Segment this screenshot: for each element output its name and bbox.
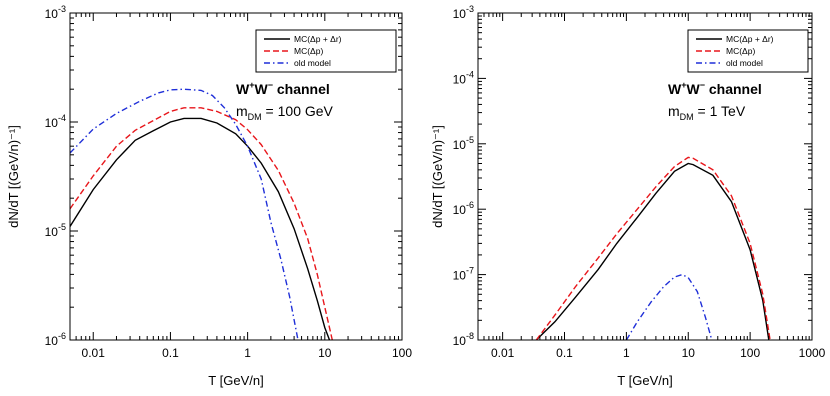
x-axis: 0.01 0.1 1 10 100 1000 [477,13,826,360]
legend-label: old model [294,58,331,68]
legend-label: old model [726,58,763,68]
y-tick-label: 10-3 [45,4,66,21]
left-chart-panel: 0.01 0.1 1 10 100 10-6 10-5 10-4 10-3 T [GeV/n] dN… [6,4,412,388]
legend-label: MC(Δp) [726,46,755,56]
x-tick-label: 0.01 [82,346,106,360]
x-tick-label: 10 [682,346,696,360]
series-line-solid [535,162,770,340]
y-tick-label: 10-5 [45,222,66,239]
legend-box [255,29,397,73]
x-axis-title: T [GeV/n] [617,373,672,388]
y-axis: 10-8 10-7 10-6 10-5 10-4 10-3 [453,4,812,348]
x-tick-label: 1 [623,346,630,360]
channel-annotation: W+W− channel [668,80,762,97]
legend-label: MC(Δp + Δr) [294,34,342,44]
legend: MC(Δp + Δr) MC(Δp) old model [687,29,809,73]
series-line-dashed [70,107,333,340]
series-line-dashdot [625,273,713,340]
y-tick-label: 10-4 [453,69,474,86]
series-group [70,88,333,340]
y-tick-label: 10-6 [453,200,474,217]
series-line-solid [70,117,331,340]
x-tick-label: 10 [318,346,332,360]
mass-annotation: mDM = 1 TeV [668,103,746,122]
x-tick-label: 1 [244,346,251,360]
channel-annotation: W+W− channel [236,80,330,97]
y-tick-label: 10-4 [45,113,66,130]
legend: MC(Δp + Δr) MC(Δp) old model [255,29,397,73]
y-axis-title: dN/dT [(GeV/n)⁻¹] [430,125,445,228]
x-tick-label: 0.1 [556,346,573,360]
x-tick-label: 0.1 [162,346,179,360]
series-line-dashdot [70,88,299,340]
series-group [535,156,771,340]
y-axis-title: dN/dT [(GeV/n)⁻¹] [6,125,21,228]
x-tick-label: 1000 [799,346,826,360]
series-line-dashed [535,156,771,340]
y-axis: 10-6 10-5 10-4 10-3 [45,4,402,348]
x-axis-title: T [GeV/n] [208,373,263,388]
x-tick-label: 100 [740,346,760,360]
x-tick-label: 0.01 [491,346,515,360]
y-tick-label: 10-5 [453,135,474,152]
y-tick-label: 10-8 [453,331,474,348]
x-tick-label: 100 [392,346,412,360]
right-chart-panel: 0.01 0.1 1 10 100 100010-810-710-610-510-410-… [430,4,826,388]
y-tick-label: 10-3 [453,4,474,21]
x-axis: 0.01 0.1 1 10 100 [69,13,412,360]
mass-annotation: mDM = 100 GeV [236,103,334,122]
y-tick-label: 10-6 [45,331,66,348]
legend-label: MC(Δp + Δr) [726,34,774,44]
legend-label: MC(Δp) [294,46,323,56]
y-tick-label: 10-7 [453,266,474,283]
